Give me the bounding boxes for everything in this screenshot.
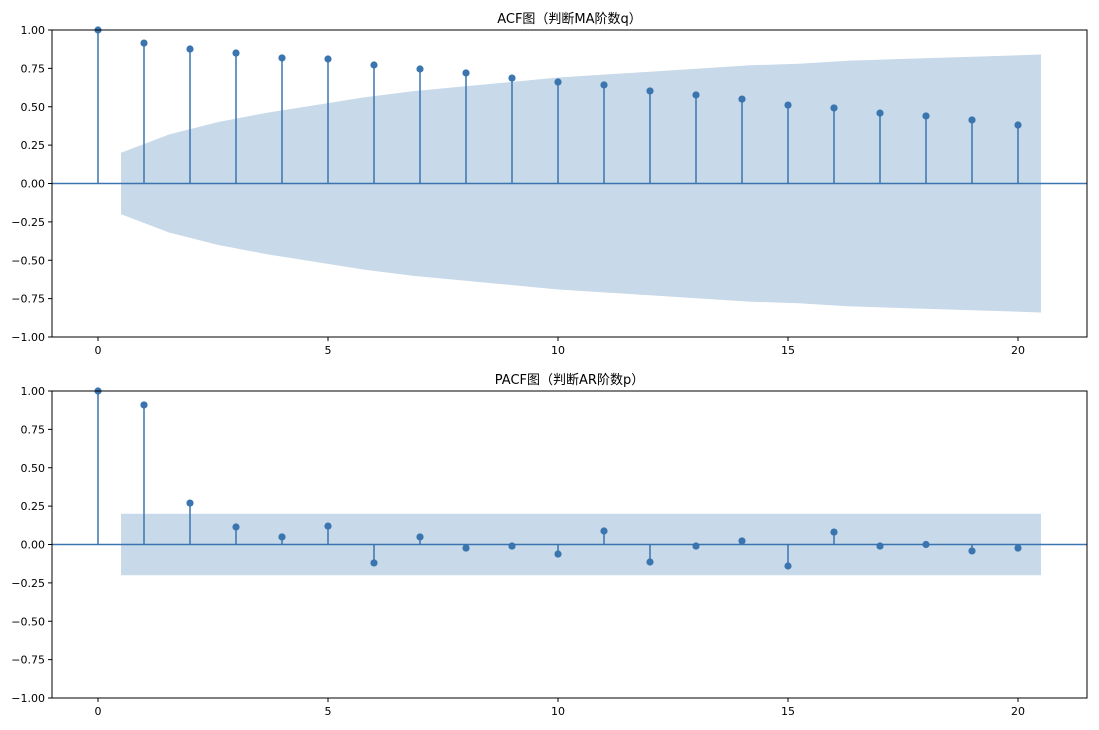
stem-marker [876,109,884,117]
stem-marker [278,533,286,541]
y-tick-label: 0.00 [21,539,46,552]
stem-marker [646,558,654,566]
stem-marker [600,81,608,89]
stem-marker [784,562,792,570]
stem-marker [554,78,562,86]
y-tick-label: −0.25 [11,216,45,229]
y-tick-label: 0.50 [21,462,46,475]
y-tick-label: −0.75 [11,654,45,667]
stem-marker [830,104,838,112]
stem-marker [922,112,930,120]
x-tick-label: 5 [325,705,332,718]
y-tick-label: 0.75 [21,62,46,75]
stem-marker [462,544,470,552]
stem-marker [186,499,194,507]
x-tick-label: 10 [551,344,565,357]
stem-marker [324,522,332,530]
y-tick-label: −0.25 [11,577,45,590]
stem-marker [554,550,562,558]
stem-marker [830,528,838,536]
stem-marker [186,45,194,53]
y-tick-label: −0.50 [11,615,45,628]
y-tick-label: 1.00 [21,24,46,37]
y-tick-label: −1.00 [11,331,45,344]
stem-marker [370,559,378,567]
stem-marker [508,74,516,82]
y-tick-label: 1.00 [21,385,46,398]
stem-marker [600,527,608,535]
x-tick-label: 0 [95,344,102,357]
stem-marker [876,542,884,550]
y-tick-label: −0.50 [11,254,45,267]
stem-marker [140,401,148,409]
acf-panel: 0 5 10 15 20 −1.00 −0.75 −0.50 −0.25 0.00 0.25 0.50… [11,12,1088,357]
chart-title: ACF图（判断MA阶数q） [497,12,642,27]
stem-marker [922,540,930,549]
stem-marker [784,101,792,109]
y-tick-label: −1.00 [11,692,45,705]
chart-title: PACF图（判断AR阶数p） [495,373,644,388]
y-tick-label: −0.75 [11,293,45,306]
stem-marker [968,547,976,555]
stem-marker [278,54,286,62]
y-tick-label: 0.25 [21,500,46,513]
x-tick-label: 20 [1011,344,1025,357]
stem-marker [692,542,700,550]
stem-marker [232,49,240,57]
x-tick-label: 10 [551,705,565,718]
stem-marker [1014,544,1022,552]
stem-marker [968,116,976,124]
stem-marker [646,87,654,95]
stem-marker [462,69,470,77]
x-tick-label: 0 [95,705,102,718]
y-tick-label: 0.00 [21,178,46,191]
y-tick-label: 0.75 [21,423,46,436]
stem-marker [324,55,332,63]
stem-marker [370,61,378,69]
x-tick-label: 20 [1011,705,1025,718]
stem-marker [738,537,746,545]
stem-marker [1014,121,1022,129]
stem-marker [416,533,424,541]
stem-marker [232,523,240,531]
y-tick-label: 0.25 [21,139,46,152]
x-tick-label: 15 [781,705,795,718]
stem-marker [692,91,700,99]
pacf-panel: 0 5 10 15 20 −1.00 −0.75 −0.50 −0.25 0.00 0.25 0.50… [11,373,1088,718]
y-tick-label: 0.50 [21,101,46,114]
x-tick-label: 5 [325,344,332,357]
stem-marker [738,95,746,103]
stem-marker [416,65,424,73]
stem-marker [508,542,516,550]
stem-marker [140,39,148,47]
x-tick-label: 15 [781,344,795,357]
